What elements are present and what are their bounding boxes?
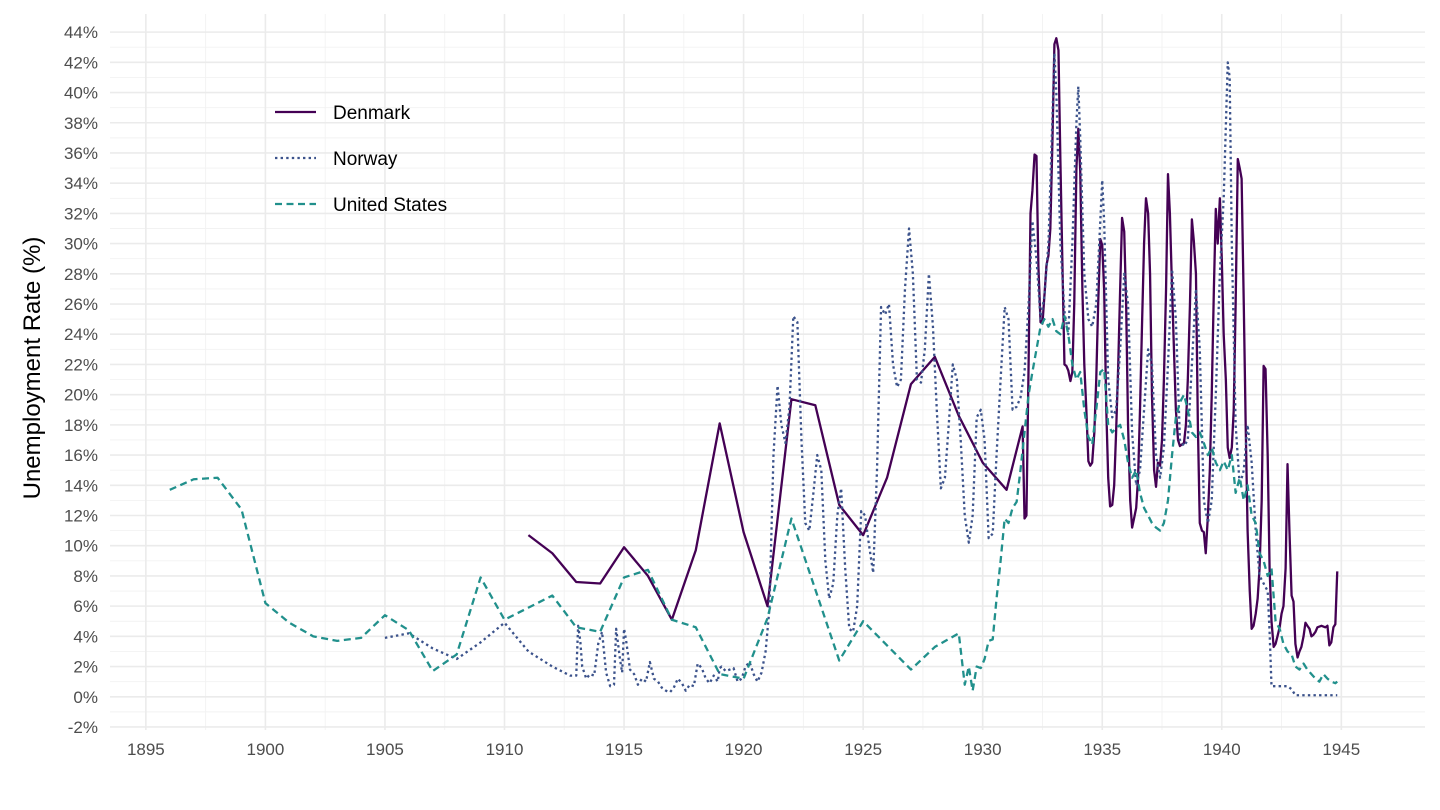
series-lines: [169, 37, 1339, 697]
y-tick-label: 34%: [64, 174, 98, 193]
y-tick-label: 2%: [73, 658, 98, 677]
y-axis-title: Unemployment Rate (%): [19, 237, 46, 500]
series-line-united-states: [169, 314, 1338, 692]
y-tick-label: 42%: [64, 53, 98, 72]
legend-label: Denmark: [333, 103, 411, 124]
y-tick-label: 14%: [64, 476, 98, 495]
y-tick-label: 8%: [73, 567, 98, 586]
y-tick-label: 32%: [64, 204, 98, 223]
grid: [110, 14, 1425, 730]
x-tick-label: 1895: [127, 740, 165, 759]
y-tick-label: 12%: [64, 507, 98, 526]
y-tick-label: 44%: [64, 23, 98, 42]
y-tick-label: 10%: [64, 537, 98, 556]
legend: Denmark Norway United States: [275, 103, 447, 216]
x-tick-label: 1945: [1322, 740, 1360, 759]
x-tick-label: 1940: [1203, 740, 1241, 759]
y-tick-label: -2%: [68, 718, 98, 737]
series-line-denmark: [527, 37, 1339, 659]
x-tick-label: 1915: [605, 740, 643, 759]
x-tick-label: 1905: [366, 740, 404, 759]
y-tick-label: 36%: [64, 144, 98, 163]
y-tick-label: 38%: [64, 114, 98, 133]
y-tick-label: 24%: [64, 325, 98, 344]
x-tick-label: 1920: [725, 740, 763, 759]
y-tick-label: 4%: [73, 627, 98, 646]
legend-label: Norway: [333, 149, 398, 170]
y-tick-label: 6%: [73, 597, 98, 616]
series-line-norway: [384, 52, 1338, 697]
y-tick-label: 28%: [64, 265, 98, 284]
y-tick-label: 16%: [64, 446, 98, 465]
x-tick-label: 1900: [246, 740, 284, 759]
y-tick-label: 0%: [73, 688, 98, 707]
legend-label: United States: [333, 195, 447, 216]
y-tick-label: 20%: [64, 386, 98, 405]
y-tick-label: 18%: [64, 416, 98, 435]
x-tick-label: 1930: [964, 740, 1002, 759]
x-tick-label: 1935: [1083, 740, 1121, 759]
x-tick-label: 1910: [486, 740, 524, 759]
y-axis-ticks: -2% 0% 2% 4% 6% 8% 10% 12% 14% 16% 18% 20% 22% 24% 26%…: [64, 23, 98, 737]
y-tick-label: 40%: [64, 84, 98, 103]
y-tick-label: 30%: [64, 235, 98, 254]
y-tick-label: 26%: [64, 295, 98, 314]
y-tick-label: 22%: [64, 355, 98, 374]
x-tick-label: 1925: [844, 740, 882, 759]
x-axis-ticks: 1895 1900 1905 1910 1915 1920 1925 1930 1935 1940…: [127, 740, 1360, 759]
